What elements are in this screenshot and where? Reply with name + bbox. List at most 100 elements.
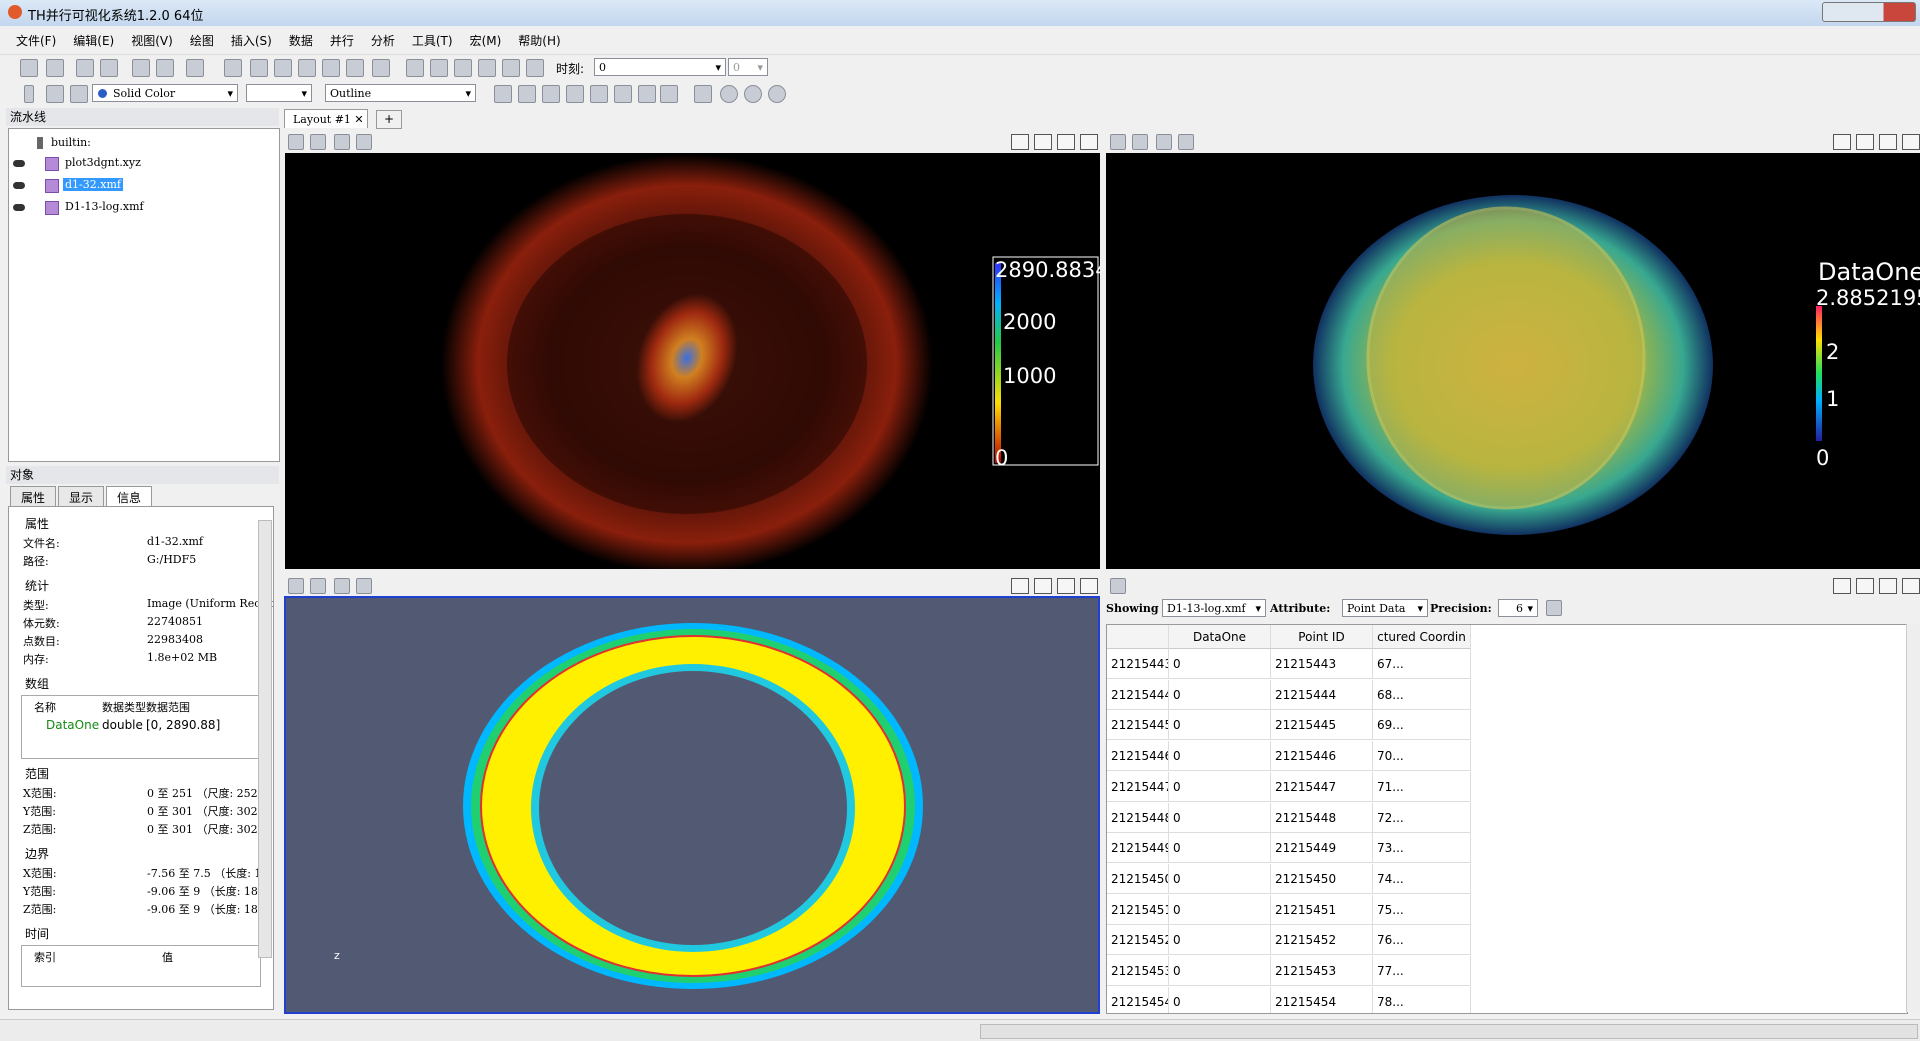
tool-icon[interactable] bbox=[614, 85, 632, 103]
visibility-eye[interactable] bbox=[13, 182, 25, 189]
view-icon[interactable] bbox=[1156, 134, 1172, 150]
tool-icon[interactable] bbox=[542, 85, 560, 103]
view-btn[interactable] bbox=[1011, 134, 1029, 150]
representation-combo[interactable]: Outline bbox=[325, 84, 476, 103]
component-combo[interactable] bbox=[246, 84, 312, 103]
tool-icon[interactable] bbox=[744, 85, 762, 103]
view-icon[interactable] bbox=[288, 134, 304, 150]
menu-item[interactable]: 编辑(E) bbox=[73, 33, 115, 48]
tool-icon[interactable] bbox=[502, 59, 520, 77]
menu-item[interactable]: 宏(M) bbox=[469, 33, 502, 48]
sheet-scrollbar[interactable] bbox=[1906, 624, 1920, 1012]
column-header[interactable]: DataOne bbox=[1169, 625, 1271, 649]
view-btn[interactable] bbox=[1011, 578, 1029, 594]
tool-icon[interactable] bbox=[660, 85, 678, 103]
layout-add[interactable]: + bbox=[376, 110, 402, 129]
tool-icon[interactable] bbox=[224, 59, 242, 77]
tool-icon[interactable] bbox=[526, 59, 544, 77]
tool-icon[interactable] bbox=[186, 59, 204, 77]
view-btn[interactable] bbox=[1856, 134, 1874, 150]
view-icon[interactable] bbox=[310, 134, 326, 150]
object-tab[interactable]: 信息 bbox=[106, 486, 153, 508]
tool-icon[interactable] bbox=[156, 59, 174, 77]
menu-item[interactable]: 视图(V) bbox=[131, 33, 173, 48]
view-icon[interactable] bbox=[356, 578, 372, 594]
pipeline-item[interactable]: d1-32.xmf bbox=[63, 178, 123, 191]
color-by-combo[interactable]: Solid Color bbox=[92, 84, 238, 103]
view-btn[interactable] bbox=[1902, 578, 1920, 594]
view-icon[interactable] bbox=[1178, 134, 1194, 150]
view-btn[interactable] bbox=[1856, 578, 1874, 594]
tool-icon[interactable] bbox=[20, 59, 38, 77]
view-btn[interactable] bbox=[1879, 134, 1897, 150]
object-tab[interactable]: 属性 bbox=[10, 486, 57, 508]
tool-icon[interactable] bbox=[250, 59, 268, 77]
view-icon[interactable] bbox=[334, 134, 350, 150]
tool-icon[interactable] bbox=[132, 59, 150, 77]
pipeline-item[interactable]: plot3dgnt.xyz bbox=[65, 156, 141, 169]
tool-icon[interactable] bbox=[768, 85, 786, 103]
slice-view[interactable]: z bbox=[284, 596, 1100, 1014]
menu-item[interactable]: 插入(S) bbox=[230, 33, 272, 48]
view-icon[interactable] bbox=[334, 578, 350, 594]
view-btn[interactable] bbox=[1902, 134, 1920, 150]
tool-icon[interactable] bbox=[694, 85, 712, 103]
tool-icon[interactable] bbox=[478, 59, 496, 77]
tool-icon[interactable] bbox=[406, 59, 424, 77]
view-icon[interactable] bbox=[1132, 134, 1148, 150]
view-icon[interactable] bbox=[1110, 578, 1126, 594]
menu-item[interactable]: 数据 bbox=[288, 33, 313, 48]
tool-icon[interactable] bbox=[518, 85, 536, 103]
column-header[interactable]: Point ID bbox=[1271, 625, 1373, 649]
menu-item[interactable]: 帮助(H) bbox=[518, 33, 561, 48]
render-view[interactable]: 2890.8834 2000 1000 0 bbox=[285, 153, 1100, 569]
time-index[interactable]: 0 bbox=[728, 58, 768, 77]
view-icon[interactable] bbox=[1110, 134, 1126, 150]
tool-icon[interactable] bbox=[46, 85, 64, 103]
precision-spin[interactable]: 6 bbox=[1498, 599, 1538, 618]
tool-icon[interactable] bbox=[346, 59, 364, 77]
render-view[interactable]: DataOne 2.8852195 2 1 0 bbox=[1106, 153, 1920, 569]
column-header[interactable]: ctured Coordin bbox=[1373, 625, 1471, 649]
visibility-eye[interactable] bbox=[13, 204, 25, 211]
view-icon[interactable] bbox=[310, 578, 326, 594]
view-btn[interactable] bbox=[1080, 578, 1098, 594]
tool-icon[interactable] bbox=[322, 59, 340, 77]
view-btn[interactable] bbox=[1879, 578, 1897, 594]
source-combo[interactable]: D1-13-log.xmf bbox=[1162, 599, 1266, 618]
view-btn[interactable] bbox=[1057, 134, 1075, 150]
tool-icon[interactable] bbox=[70, 85, 88, 103]
pipeline-item[interactable]: D1-13-log.xmf bbox=[65, 200, 144, 213]
view-icon[interactable] bbox=[356, 134, 372, 150]
tool-icon[interactable] bbox=[298, 59, 316, 77]
menu-item[interactable]: 绘图 bbox=[189, 33, 214, 48]
time-input[interactable]: 0 bbox=[594, 58, 726, 77]
object-tab[interactable]: 显示 bbox=[58, 486, 105, 508]
view-btn[interactable] bbox=[1833, 578, 1851, 594]
tool-icon[interactable] bbox=[720, 85, 738, 103]
tool-icon[interactable] bbox=[372, 59, 390, 77]
view-btn[interactable] bbox=[1034, 578, 1052, 594]
tool-icon[interactable] bbox=[24, 85, 34, 103]
tool-icon[interactable] bbox=[274, 59, 292, 77]
tool-icon[interactable] bbox=[590, 85, 608, 103]
layout-tab[interactable]: Layout #1 ✕ bbox=[284, 109, 368, 128]
menu-item[interactable]: 并行 bbox=[329, 33, 354, 48]
view-btn[interactable] bbox=[1080, 134, 1098, 150]
tool-icon[interactable] bbox=[638, 85, 656, 103]
tool-icon[interactable] bbox=[566, 85, 584, 103]
info-scrollbar[interactable] bbox=[258, 520, 272, 958]
tool-icon[interactable] bbox=[76, 59, 94, 77]
view-btn[interactable] bbox=[1034, 134, 1052, 150]
tool-icon[interactable] bbox=[454, 59, 472, 77]
view-btn[interactable] bbox=[1833, 134, 1851, 150]
visibility-eye[interactable] bbox=[13, 160, 25, 167]
view-btn[interactable] bbox=[1057, 578, 1075, 594]
menu-item[interactable]: 文件(F) bbox=[16, 33, 57, 48]
view-icon[interactable] bbox=[288, 578, 304, 594]
menu-item[interactable]: 工具(T) bbox=[411, 33, 453, 48]
window-controls[interactable] bbox=[1822, 2, 1916, 22]
menu-item[interactable]: 分析 bbox=[370, 33, 395, 48]
attribute-combo[interactable]: Point Data bbox=[1342, 599, 1428, 618]
tool-icon[interactable] bbox=[46, 59, 64, 77]
